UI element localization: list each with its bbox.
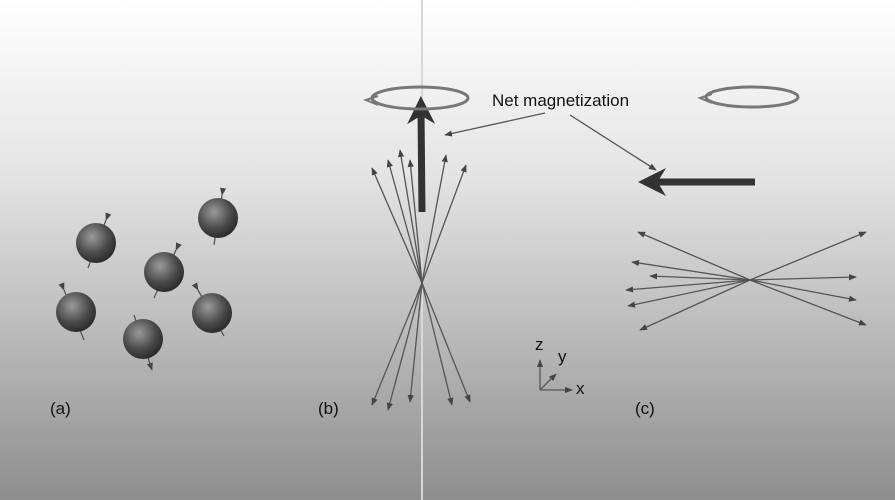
background <box>0 0 895 500</box>
annotation: Net magnetization <box>492 91 629 110</box>
panel-label: (a) <box>50 399 71 418</box>
figure: Net magnetization (a) (b) (c) z y x <box>0 0 895 500</box>
net-vector <box>421 110 422 212</box>
axis-label: y <box>558 347 567 366</box>
panel-label: (b) <box>318 399 339 418</box>
panel-label: (c) <box>635 399 655 418</box>
axis-label: z <box>535 335 544 354</box>
axis-label: x <box>576 379 585 398</box>
